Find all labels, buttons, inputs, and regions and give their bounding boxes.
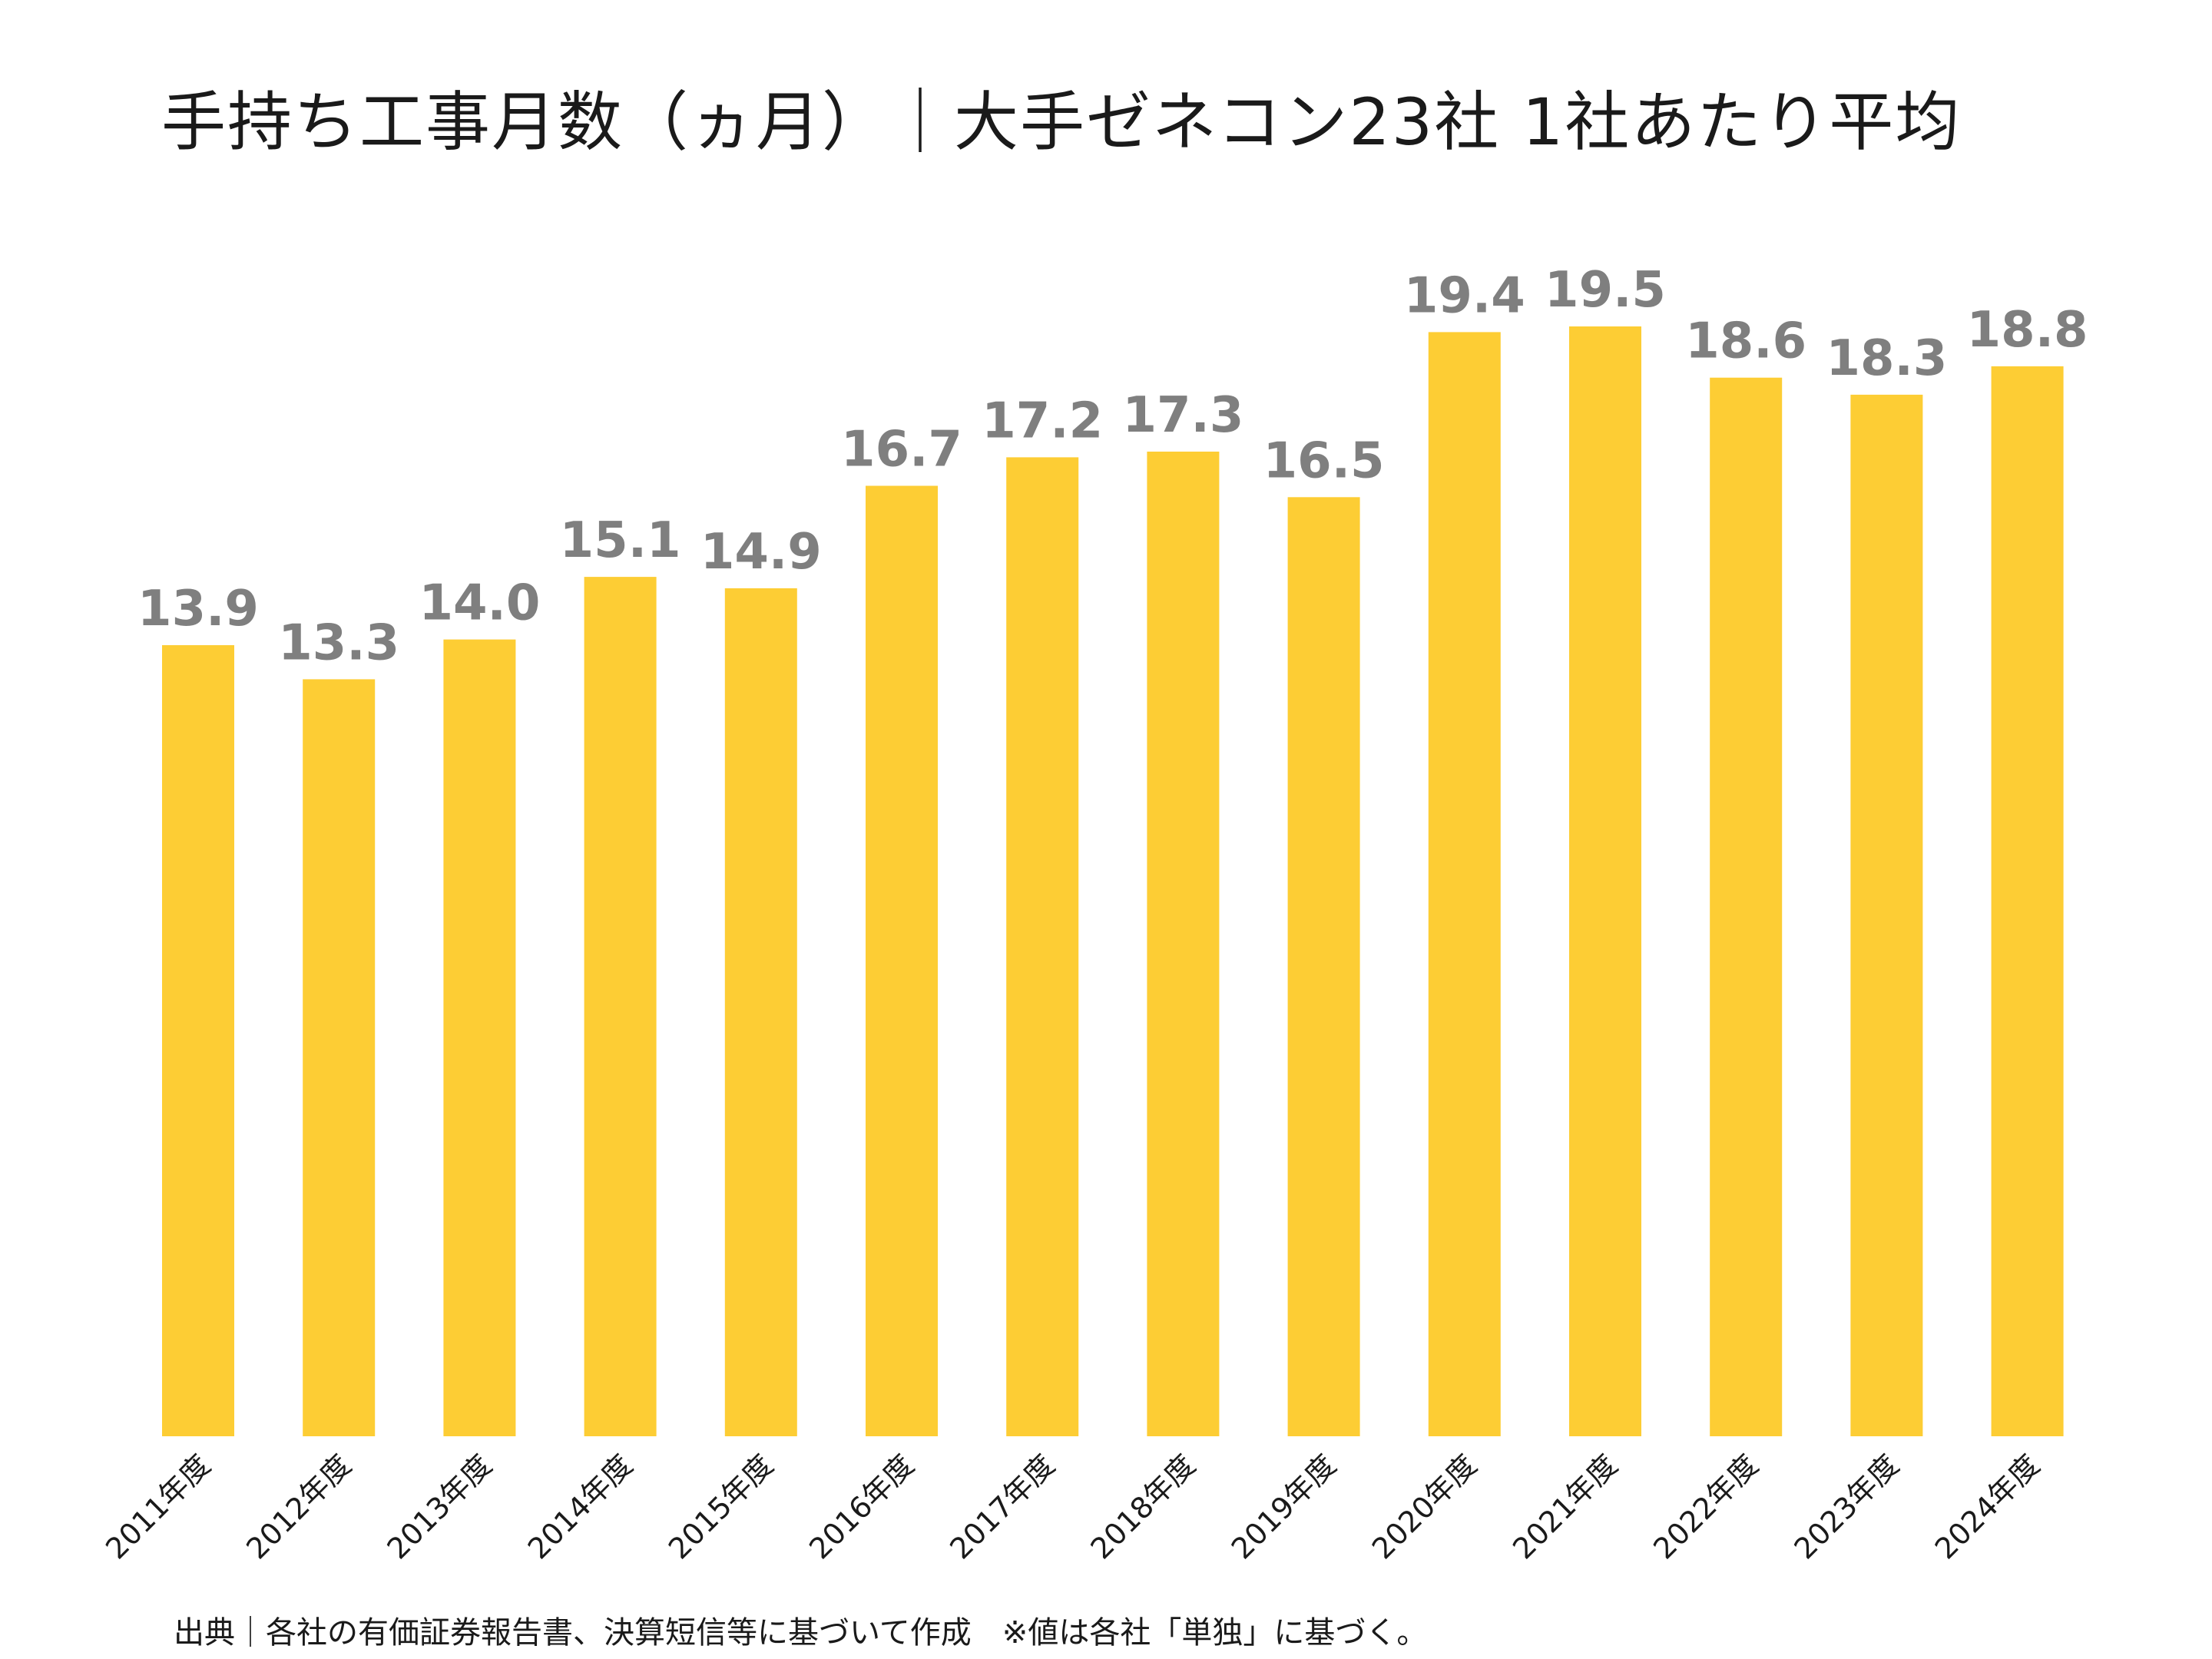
tick-label-2011年度: 2011年度 <box>99 1448 217 1565</box>
tick-label-2015年度: 2015年度 <box>662 1448 780 1565</box>
chart-title: 手持ち工事月数（ヵ月）｜大手ゼネコン23社 1社あたり平均 <box>161 84 1962 160</box>
bar-2011年度 <box>162 645 234 1436</box>
value-label-2013年度: 14.0 <box>419 575 540 632</box>
bar-2018年度 <box>1147 452 1220 1436</box>
bar-2015年度 <box>724 588 797 1436</box>
tick-label-2013年度: 2013年度 <box>381 1448 498 1565</box>
value-label-2017年度: 17.2 <box>982 392 1103 449</box>
tick-label-2020年度: 2020年度 <box>1366 1448 1483 1565</box>
bar-2017年度 <box>1006 457 1079 1436</box>
value-label-2016年度: 16.7 <box>841 422 962 478</box>
bar-2016年度 <box>866 485 938 1436</box>
value-label-2019年度: 16.5 <box>1263 432 1385 489</box>
tick-label-2014年度: 2014年度 <box>522 1448 639 1565</box>
x-axis-tick-labels: 2011年度 2012年度 2013年度 2014年度 2015年度 2016年度 2017… <box>99 1448 2046 1565</box>
tick-label-2024年度: 2024年度 <box>1929 1448 2046 1565</box>
value-labels-group: 13.9 13.3 14.0 15.1 14.9 16.7 17.2 17.3 16.5 19.4… <box>137 262 2088 671</box>
bar-2024年度 <box>1991 366 2064 1436</box>
bar-2013年度 <box>443 639 516 1436</box>
bar-2019年度 <box>1287 497 1360 1436</box>
value-label-2020年度: 19.4 <box>1404 267 1525 324</box>
value-label-2023年度: 18.3 <box>1826 330 1947 387</box>
value-label-2014年度: 15.1 <box>560 512 681 569</box>
tick-label-2022年度: 2022年度 <box>1647 1448 1764 1565</box>
tick-label-2023年度: 2023年度 <box>1788 1448 1906 1565</box>
value-label-2021年度: 19.5 <box>1545 262 1666 319</box>
tick-label-2021年度: 2021年度 <box>1506 1448 1624 1565</box>
bar-2021年度 <box>1569 326 1641 1436</box>
source-note: 出典｜各社の有価証券報告書、決算短信等に基づいて作成 ※値は各社「単独」に基づく… <box>174 1615 1428 1651</box>
tick-label-2012年度: 2012年度 <box>240 1448 357 1565</box>
bar-2020年度 <box>1428 332 1501 1436</box>
bar-2023年度 <box>1850 394 1923 1436</box>
value-label-2024年度: 18.8 <box>1967 302 2088 359</box>
bar-2022年度 <box>1710 377 1783 1437</box>
bar-2012年度 <box>303 679 376 1436</box>
tick-label-2019年度: 2019年度 <box>1225 1448 1343 1565</box>
bars-group <box>162 326 2064 1437</box>
bar-2014年度 <box>584 577 657 1436</box>
tick-label-2017年度: 2017年度 <box>943 1448 1061 1565</box>
value-label-2011年度: 13.9 <box>137 581 259 637</box>
value-label-2018年度: 17.3 <box>1122 387 1243 444</box>
value-label-2015年度: 14.9 <box>700 524 822 581</box>
value-label-2022年度: 18.6 <box>1685 313 1806 370</box>
tick-label-2018年度: 2018年度 <box>1084 1448 1202 1565</box>
tick-label-2016年度: 2016年度 <box>803 1448 920 1565</box>
value-label-2012年度: 13.3 <box>278 614 399 671</box>
